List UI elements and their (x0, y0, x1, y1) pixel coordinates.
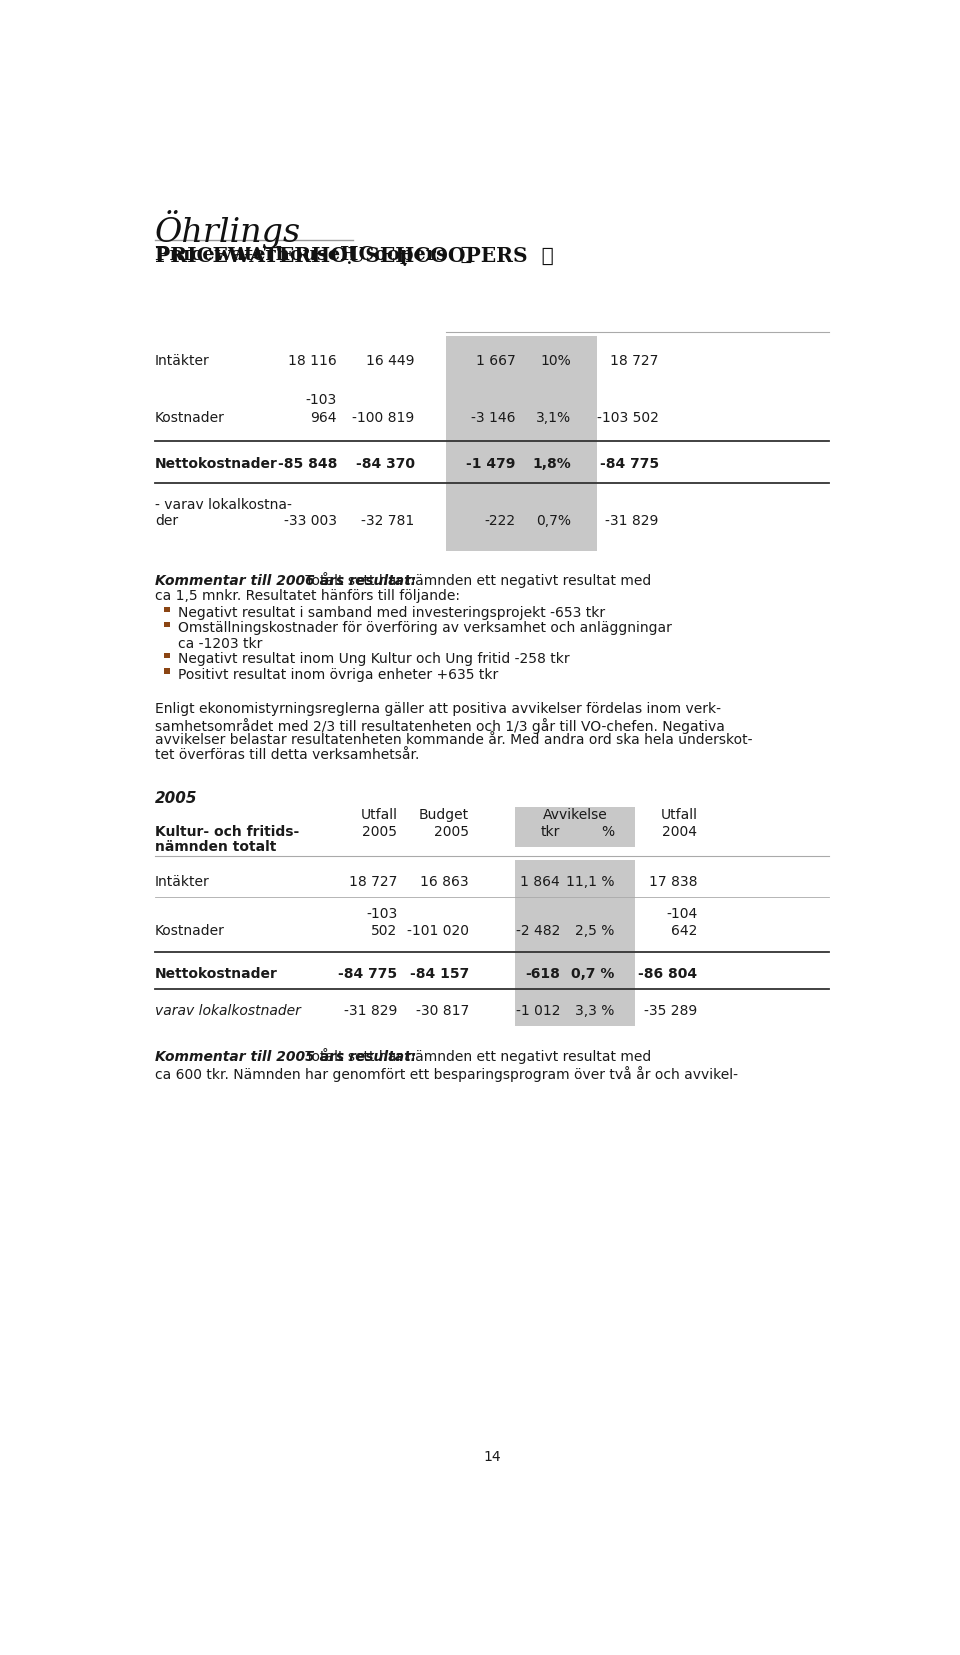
Text: Intäkter: Intäkter (155, 354, 209, 367)
Text: ca 600 tkr. Nämnden har genomfört ett besparingsprogram över två år och avvikel-: ca 600 tkr. Nämnden har genomfört ett be… (155, 1066, 738, 1081)
Text: Intäkter: Intäkter (155, 874, 209, 889)
Text: nämnden totalt: nämnden totalt (155, 839, 276, 854)
Text: 17 838: 17 838 (649, 874, 697, 889)
Text: 1 864: 1 864 (520, 874, 561, 889)
Text: Negativt resultat i samband med investeringsprojekt -653 tkr: Negativt resultat i samband med invester… (179, 606, 605, 619)
Text: -104: -104 (666, 907, 697, 920)
Text: 2005: 2005 (434, 824, 468, 837)
Text: 3,1%: 3,1% (536, 410, 571, 425)
Text: -103: -103 (366, 907, 397, 920)
Text: -84 157: -84 157 (410, 967, 468, 980)
Text: -84 775: -84 775 (338, 967, 397, 980)
Text: 3,3 %: 3,3 % (575, 1003, 614, 1018)
Text: 0,7%: 0,7% (536, 513, 571, 528)
Text: -1 012: -1 012 (516, 1003, 561, 1018)
Text: Kommentar till 2006 års resultat:: Kommentar till 2006 års resultat: (155, 573, 416, 588)
Text: Kostnader: Kostnader (155, 410, 225, 425)
Text: - varav lokalkostna-: - varav lokalkostna- (155, 498, 292, 511)
Text: -3 146: -3 146 (470, 410, 516, 425)
Text: 502: 502 (372, 923, 397, 937)
Text: Kultur- och fritids-: Kultur- och fritids- (155, 824, 300, 837)
Text: Totalt sett har nämnden ett negativt resultat med: Totalt sett har nämnden ett negativt res… (300, 1049, 651, 1064)
Bar (445, 485, 596, 551)
Text: 2005: 2005 (363, 824, 397, 837)
Text: -35 289: -35 289 (644, 1003, 697, 1018)
Text: PʀɪcewaŧerhouseḤCoopers  Ⓡ: PʀɪcewaŧerhouseḤCoopers Ⓡ (155, 247, 472, 265)
Text: avvikelser belastar resultatenheten kommande år. Med andra ord ska hela undersko: avvikelser belastar resultatenheten komm… (155, 733, 753, 746)
Text: -618: -618 (525, 967, 561, 980)
Bar (516, 953, 636, 990)
Text: -222: -222 (484, 513, 516, 528)
Bar (516, 897, 636, 953)
Text: 642: 642 (671, 923, 697, 937)
Text: 16 863: 16 863 (420, 874, 468, 889)
Bar (164, 622, 170, 627)
Text: -31 829: -31 829 (344, 1003, 397, 1018)
Text: Negativt resultat inom Ung Kultur och Ung fritid -258 tkr: Negativt resultat inom Ung Kultur och Un… (179, 652, 569, 665)
Text: ca 1,5 mnkr. Resultatet hänförs till följande:: ca 1,5 mnkr. Resultatet hänförs till föl… (155, 589, 460, 602)
Text: -101 020: -101 020 (407, 923, 468, 937)
Text: tet överföras till detta verksamhetsår.: tet överföras till detta verksamhetsår. (155, 748, 420, 761)
Text: tkr: tkr (540, 824, 561, 837)
Text: %: % (601, 824, 614, 837)
Text: Utfall: Utfall (360, 808, 397, 821)
Text: der: der (155, 513, 178, 528)
Bar (164, 654, 170, 659)
Bar (445, 442, 596, 485)
Text: Utfall: Utfall (660, 808, 697, 821)
Text: -103: -103 (305, 392, 337, 407)
Text: PRICEWATERHOUSEḤCOOPERS  Ⓡ: PRICEWATERHOUSEḤCOOPERS Ⓡ (155, 247, 554, 266)
Text: Positivt resultat inom övriga enheter +635 tkr: Positivt resultat inom övriga enheter +6… (179, 667, 498, 682)
Text: -103 502: -103 502 (597, 410, 659, 425)
Bar (445, 338, 596, 382)
Text: 18 116: 18 116 (288, 354, 337, 367)
Text: Nettokostnader: Nettokostnader (155, 967, 277, 980)
Text: 1,8%: 1,8% (532, 457, 571, 472)
Text: 14: 14 (483, 1450, 501, 1463)
Text: Omställningskostnader för överföring av verksamhet och anläggningar: Omställningskostnader för överföring av … (179, 621, 672, 636)
Text: -84 775: -84 775 (599, 457, 659, 472)
Bar (164, 669, 170, 674)
Text: ca -1203 tkr: ca -1203 tkr (179, 637, 262, 650)
Text: 16 449: 16 449 (366, 354, 415, 367)
Text: Totalt sett har nämnden ett negativt resultat med: Totalt sett har nämnden ett negativt res… (300, 573, 651, 588)
Text: -84 370: -84 370 (355, 457, 415, 472)
Bar (445, 382, 596, 442)
Text: samhetsområdet med 2/3 till resultatenheten och 1/3 går till VO-chefen. Negativa: samhetsområdet med 2/3 till resultatenhe… (155, 717, 725, 733)
Text: -1 479: -1 479 (466, 457, 516, 472)
Text: 1 667: 1 667 (475, 354, 516, 367)
Text: 2,5 %: 2,5 % (575, 923, 614, 937)
Text: Enligt ekonomistyrningsreglerna gäller att positiva avvikelser fördelas inom ver: Enligt ekonomistyrningsreglerna gäller a… (155, 702, 721, 717)
Text: 10%: 10% (540, 354, 571, 367)
Text: 964: 964 (310, 410, 337, 425)
Text: -2 482: -2 482 (516, 923, 561, 937)
Bar (164, 607, 170, 612)
Bar (516, 808, 636, 847)
Text: Budget: Budget (419, 808, 468, 821)
Text: -33 003: -33 003 (284, 513, 337, 528)
Text: Nettokostnader: Nettokostnader (155, 457, 277, 472)
Text: -85 848: -85 848 (277, 457, 337, 472)
Text: 2005: 2005 (155, 791, 198, 806)
Text: -100 819: -100 819 (352, 410, 415, 425)
Text: 18 727: 18 727 (349, 874, 397, 889)
Text: Öhrlings: Öhrlings (155, 210, 301, 250)
Text: 2004: 2004 (662, 824, 697, 837)
Text: Kommentar till 2005 års resultat:: Kommentar till 2005 års resultat: (155, 1049, 416, 1064)
Text: -30 817: -30 817 (416, 1003, 468, 1018)
Text: Avvikelse: Avvikelse (542, 808, 608, 821)
Text: 11,1 %: 11,1 % (566, 874, 614, 889)
Text: -86 804: -86 804 (638, 967, 697, 980)
Text: -32 781: -32 781 (361, 513, 415, 528)
Text: 18 727: 18 727 (611, 354, 659, 367)
Text: -31 829: -31 829 (605, 513, 659, 528)
Bar (516, 990, 636, 1026)
Bar (516, 861, 636, 897)
Text: Kostnader: Kostnader (155, 923, 225, 937)
Text: 0,7 %: 0,7 % (571, 967, 614, 980)
Text: varav lokalkostnader: varav lokalkostnader (155, 1003, 300, 1018)
